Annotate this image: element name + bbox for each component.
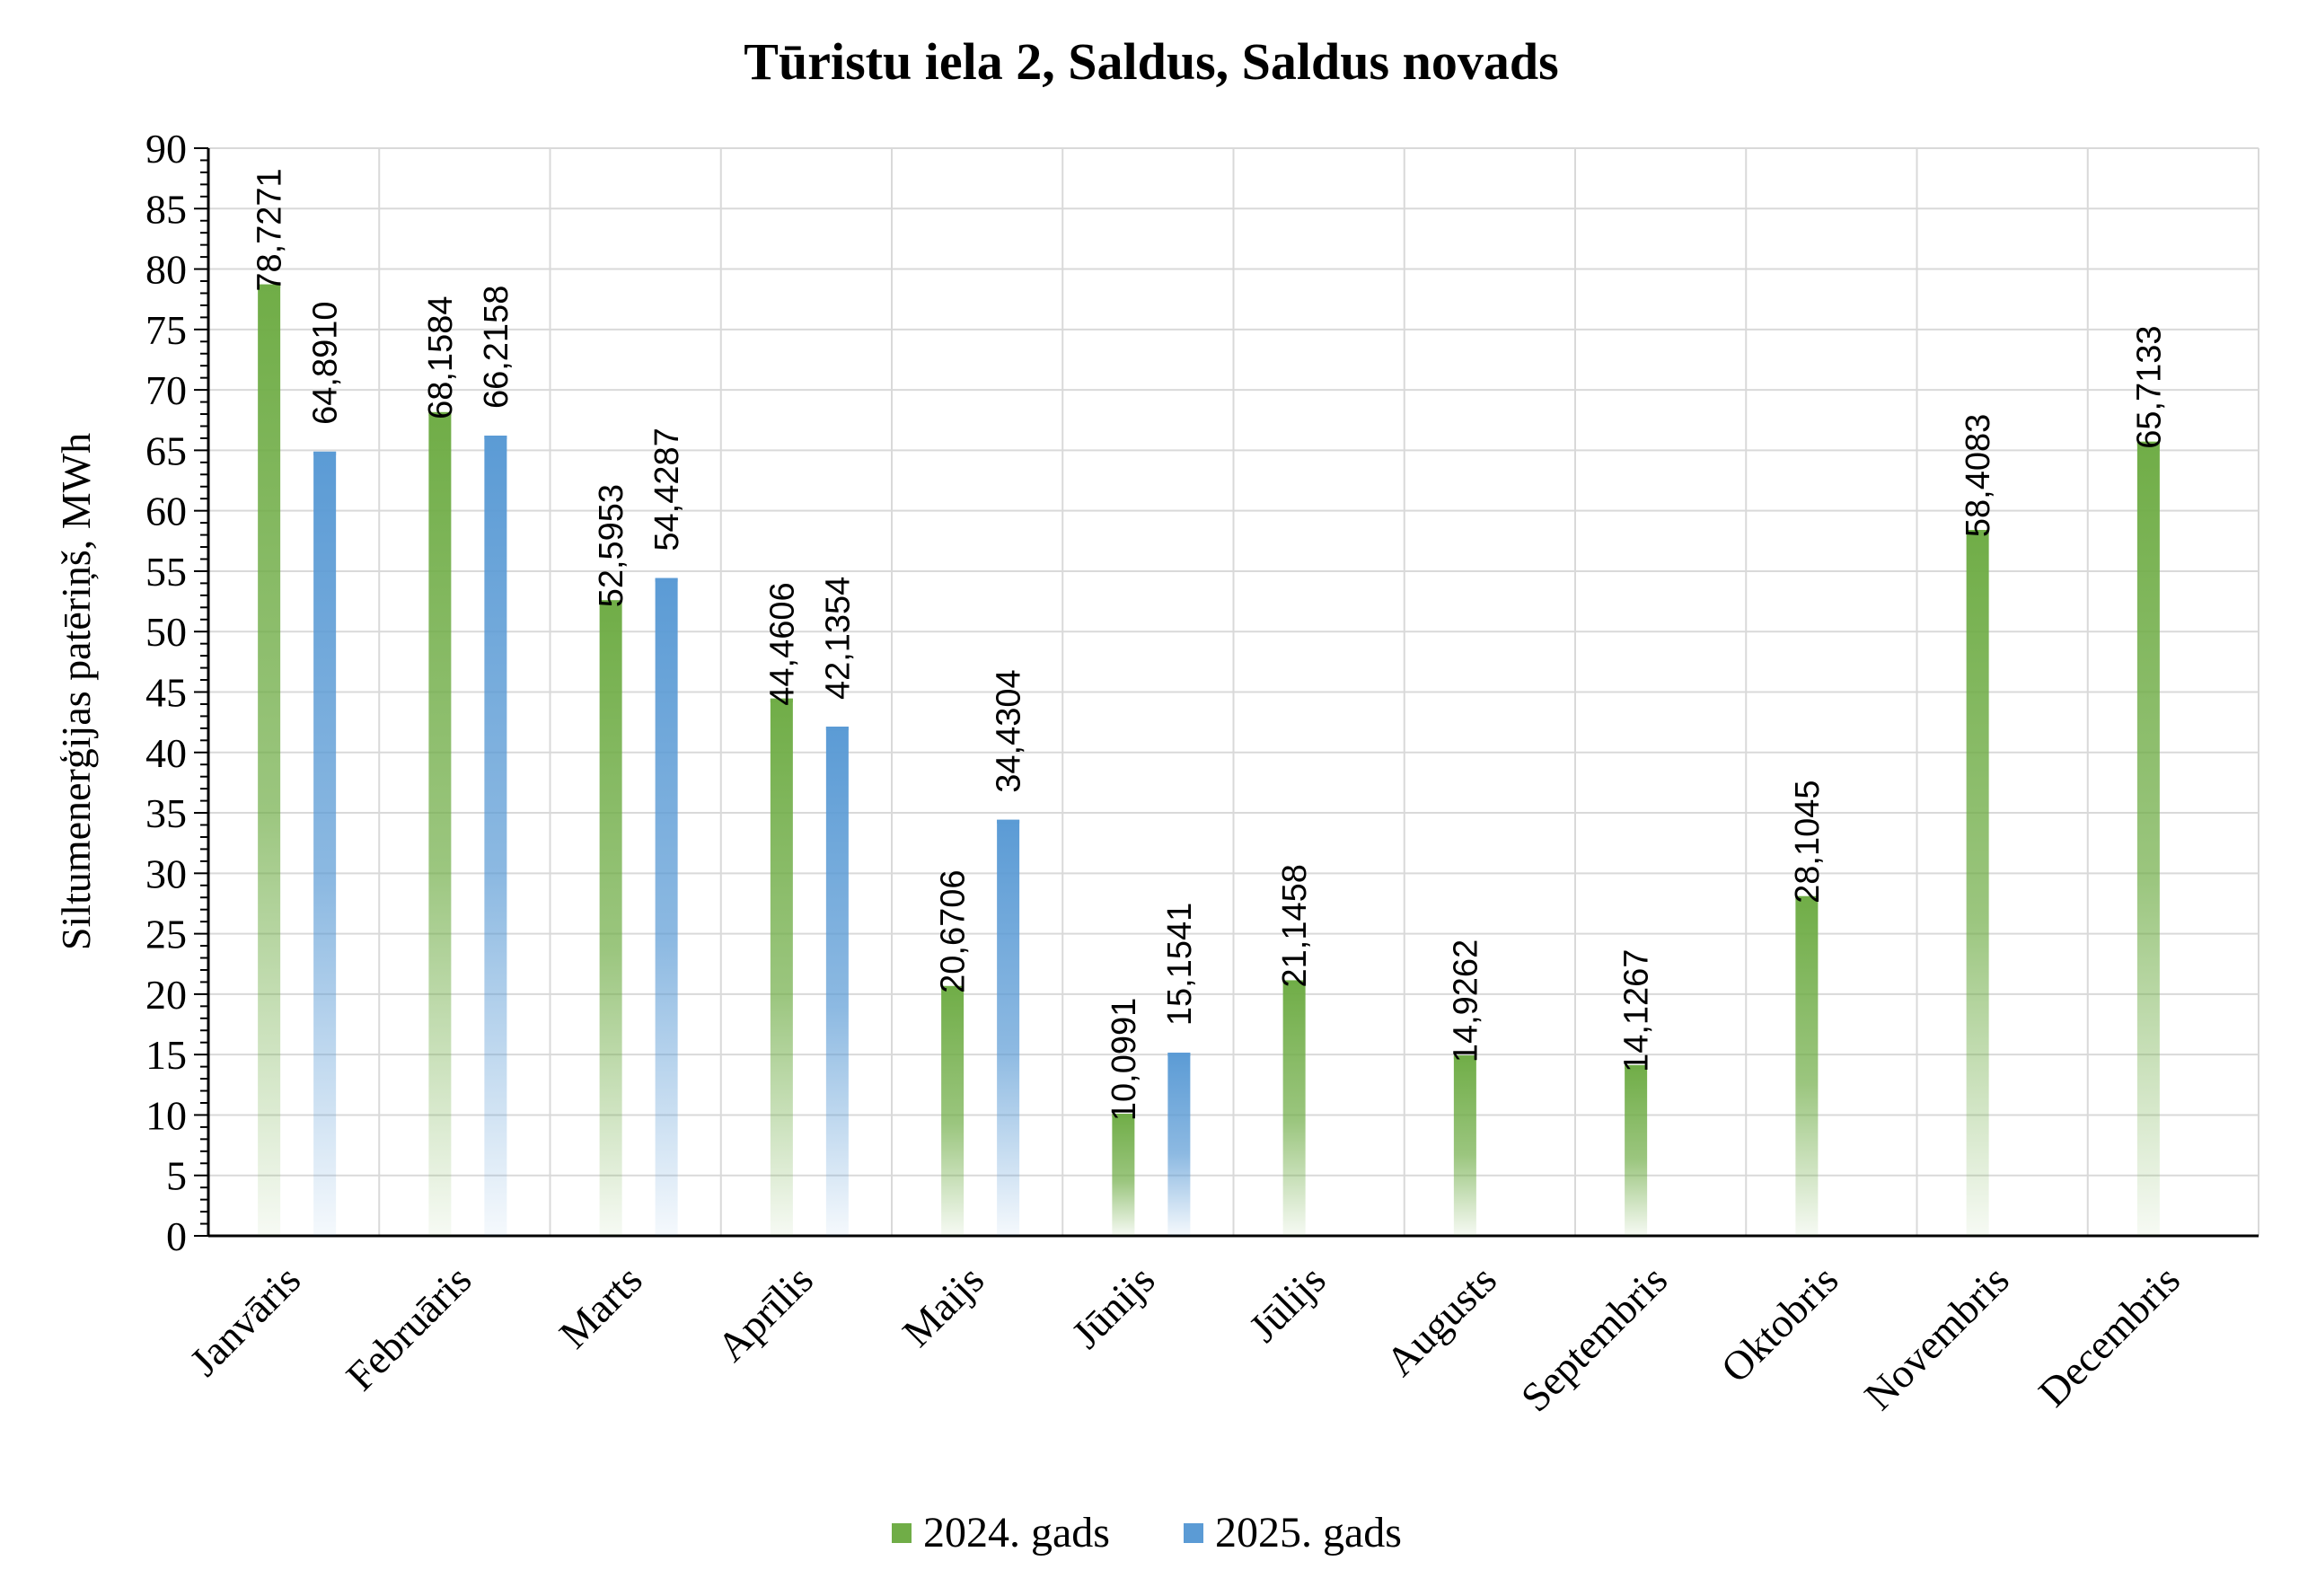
bar-cap (313, 451, 337, 455)
data-label: 21,1458 (1276, 864, 1314, 987)
bar-cap (599, 600, 622, 604)
x-tick-label: Jūnijs (1062, 1257, 1163, 1357)
bar-2024-3 (770, 698, 793, 1236)
y-tick-label: 80 (145, 247, 187, 293)
data-label: 15,1541 (1161, 903, 1199, 1026)
data-label: 64,8910 (307, 301, 345, 424)
bar-cap (1795, 895, 1819, 900)
legend-label-2024: 2024. gads (923, 1509, 1110, 1556)
y-tick-label: 60 (145, 489, 187, 534)
chart-title: Tūristu iela 2, Saldus, Saldus novads (744, 32, 1558, 91)
x-tick-label: Septembris (1512, 1257, 1676, 1420)
data-label: 28,1045 (1789, 780, 1827, 903)
legend-swatch-2024 (892, 1523, 912, 1543)
bar-2024-9 (1795, 895, 1819, 1236)
bar-cap (258, 284, 281, 288)
bar-cap (1112, 1114, 1135, 1118)
data-label: 14,9262 (1447, 939, 1484, 1063)
bar-2024-8 (1625, 1064, 1648, 1236)
y-tick-label: 0 (166, 1213, 187, 1259)
bar-2024-0 (258, 284, 281, 1237)
data-label: 66,2158 (478, 286, 515, 409)
bar-cap (997, 819, 1020, 824)
bar-2024-11 (2136, 441, 2160, 1237)
data-label: 10,0991 (1105, 998, 1143, 1121)
data-label: 54,4287 (648, 428, 686, 551)
data-label: 52,5953 (593, 484, 630, 607)
bar-cap (1282, 980, 1306, 984)
data-label: 44,4606 (763, 582, 801, 705)
data-label: 42,1354 (819, 577, 857, 700)
legend-label-2025: 2025. gads (1215, 1509, 1402, 1556)
y-tick-label: 45 (145, 670, 187, 716)
x-tick-label: Maijs (894, 1257, 992, 1355)
bar-2024-10 (1966, 530, 1989, 1236)
y-tick-label: 50 (145, 609, 187, 655)
y-tick-label: 15 (145, 1032, 187, 1078)
bar-2024-2 (599, 600, 622, 1236)
legend-swatch-2025 (1184, 1523, 1203, 1543)
y-tick-labels: 0 5 10 15 20 25 30 35 40 45 50 55 60 65 70 75 80 85 90 (145, 126, 187, 1259)
x-tick-label: Augusts (1377, 1257, 1505, 1385)
bar-cap (428, 411, 452, 416)
y-tick-label: 90 (145, 126, 187, 172)
bar-2024-4 (941, 985, 965, 1236)
data-label: 34,4304 (991, 669, 1028, 792)
bar-cap (1625, 1064, 1648, 1069)
x-tick-label: Oktobris (1713, 1257, 1847, 1391)
data-label: 68,1584 (422, 296, 460, 419)
x-tick-label: Jūlijs (1240, 1257, 1334, 1351)
data-label: 58,4083 (1960, 414, 1997, 537)
bar-cap (941, 985, 965, 990)
y-tick-label: 65 (145, 428, 187, 473)
bar-cap (770, 698, 793, 702)
bar-cap (484, 436, 507, 440)
bar-2025-5 (1167, 1053, 1191, 1236)
legend: 2024. gads 2025. gads (892, 1509, 1402, 1556)
bar-2024-6 (1282, 980, 1306, 1236)
y-tick-label: 85 (145, 186, 187, 232)
x-tick-label: Marts (551, 1257, 651, 1357)
bar-2025-2 (655, 578, 678, 1236)
bar-2024-5 (1112, 1114, 1135, 1236)
data-labels: 78,7271 68,1584 52,5953 44,4606 20,6706 10,09… (251, 168, 2169, 1121)
bar-2025-0 (313, 451, 337, 1236)
bar-cap (1453, 1055, 1476, 1060)
data-label: 20,6706 (935, 869, 973, 992)
data-label: 78,7271 (251, 168, 289, 291)
bar-cap (2136, 441, 2160, 445)
bars (258, 284, 2160, 1237)
bar-2024-1 (428, 411, 452, 1236)
bar-2025-1 (484, 436, 507, 1236)
x-tick-label: Novembris (1855, 1257, 2018, 1419)
x-tick-label: Janvāris (181, 1257, 310, 1385)
y-tick-label: 75 (145, 307, 187, 353)
y-tick-label: 55 (145, 549, 187, 595)
x-tick-label: Decembris (2030, 1257, 2189, 1415)
bar-cap (655, 578, 678, 582)
bar-cap (1167, 1053, 1191, 1057)
bar-2025-4 (997, 819, 1020, 1236)
x-tick-label: Aprīlis (709, 1257, 822, 1370)
gridlines (208, 147, 2259, 1237)
axes (194, 147, 2259, 1238)
x-tick-label: Februāris (338, 1257, 480, 1399)
y-tick-label: 20 (145, 972, 187, 1018)
bar-2024-7 (1453, 1055, 1476, 1236)
y-tick-label: 25 (145, 912, 187, 957)
y-tick-label: 30 (145, 851, 187, 896)
bar-cap (1966, 530, 1989, 534)
y-tick-label: 5 (166, 1153, 187, 1199)
data-label: 65,7133 (2130, 325, 2168, 448)
y-tick-label: 40 (145, 730, 187, 776)
x-tick-labels: Janvāris Februāris Marts Aprīlis Maijs Jūnijs… (181, 1257, 2189, 1420)
y-tick-label: 35 (145, 790, 187, 836)
bar-cap (825, 727, 849, 731)
bar-2025-3 (825, 727, 849, 1236)
y-tick-label: 10 (145, 1092, 187, 1138)
y-tick-label: 70 (145, 367, 187, 413)
data-label: 14,1267 (1618, 949, 1656, 1072)
y-axis-label: Siltumenerģijas patēriņš, MWh (53, 433, 99, 950)
